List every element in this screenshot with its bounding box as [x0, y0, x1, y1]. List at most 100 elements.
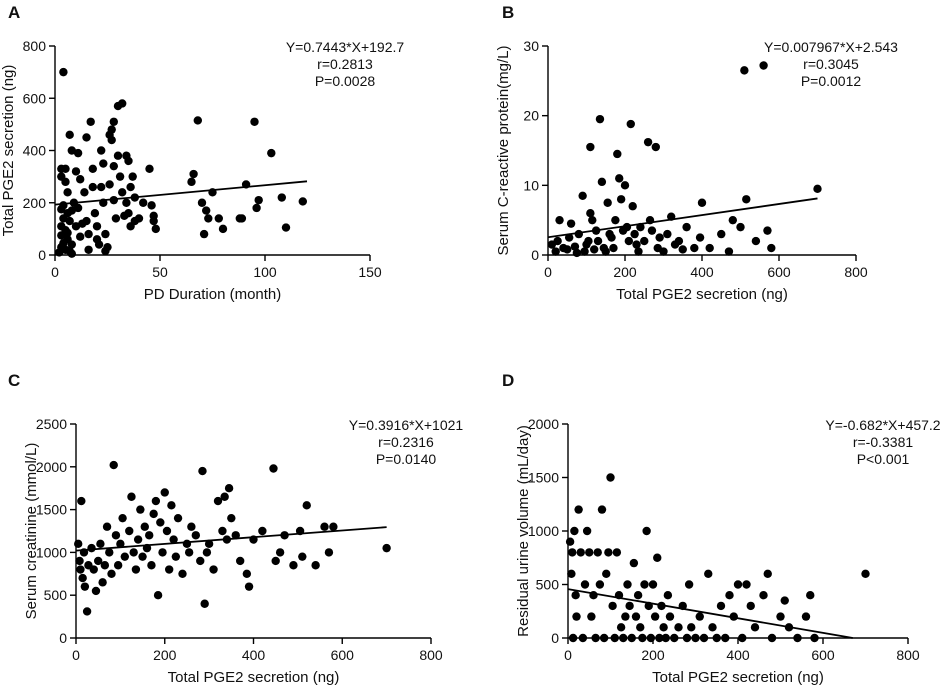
data-point [67, 240, 77, 249]
y-tick-label: 800 [23, 38, 47, 54]
data-point [661, 633, 670, 643]
data-point [793, 633, 802, 643]
data-point [80, 582, 90, 591]
data-point [647, 226, 657, 235]
data-point [801, 612, 811, 621]
data-point [776, 612, 785, 621]
data-point [151, 496, 161, 506]
data-point [705, 243, 714, 253]
data-point [302, 501, 311, 510]
p-value: P=0.0012 [801, 73, 862, 89]
data-point [59, 67, 68, 77]
y-tick-label: 0 [551, 630, 559, 646]
data-point [578, 191, 587, 200]
data-point [619, 633, 628, 643]
data-point [156, 518, 165, 527]
data-point [59, 214, 68, 223]
data-point [628, 202, 637, 211]
data-point [151, 224, 160, 234]
data-point [125, 526, 134, 536]
data-point [187, 522, 196, 531]
data-point [590, 245, 599, 254]
regression-line [54, 180, 308, 206]
x-tick-label: 0 [72, 647, 80, 663]
data-point [167, 501, 176, 510]
data-point [118, 99, 127, 108]
panel-a: A 0 200 400 600 800 0 50 100 150 PD Duration (mont… [0, 3, 404, 303]
data-point [601, 247, 610, 256]
data-point [813, 184, 822, 194]
data-point [609, 243, 618, 253]
data-point [699, 633, 709, 643]
data-point [109, 117, 119, 126]
data-point [623, 580, 632, 589]
data-point [281, 223, 291, 232]
data-point [606, 473, 615, 482]
data-point [277, 193, 286, 202]
data-point [61, 177, 70, 187]
data-point [767, 633, 777, 643]
data-point [63, 228, 72, 237]
data-point [202, 548, 212, 557]
data-point [763, 226, 772, 235]
data-point [586, 142, 595, 152]
data-point [67, 146, 77, 155]
data-point [74, 539, 83, 549]
data-point [162, 526, 172, 536]
data-point [258, 526, 267, 536]
data-point [140, 522, 149, 531]
data-point [298, 197, 307, 206]
data-point [101, 246, 110, 256]
panel-d: D 0 500 1000 1500 2000 0 200 400 600 800 Total PGE2… [502, 371, 941, 686]
x-tick-label: 200 [153, 647, 177, 663]
data-point [571, 591, 580, 600]
data-point [101, 229, 110, 239]
data-point [169, 535, 178, 544]
data-point [593, 548, 602, 557]
p-value: P=0.0028 [315, 73, 376, 89]
data-point [810, 633, 819, 643]
x-tick-label: 600 [811, 647, 835, 663]
data-point [574, 505, 583, 514]
data-point [624, 236, 634, 246]
x-tick-label: 0 [564, 647, 572, 663]
data-point [113, 561, 123, 570]
data-point [231, 531, 240, 540]
data-point [97, 182, 106, 192]
data-point [725, 591, 734, 600]
correlation-r: r=0.3045 [803, 56, 859, 72]
data-point [687, 623, 696, 632]
data-point [202, 206, 211, 215]
data-point [638, 633, 647, 643]
data-point [607, 233, 616, 242]
panel-letter: A [8, 3, 20, 22]
p-value: P=0.0140 [376, 451, 437, 467]
data-point [695, 233, 705, 242]
x-tick-label: 600 [331, 647, 355, 663]
data-point [697, 198, 707, 207]
data-point [111, 531, 121, 540]
data-point [728, 215, 737, 225]
y-axis-title: Total PGE2 secretion (ng) [0, 65, 17, 237]
data-point [712, 633, 721, 643]
data-point [648, 580, 658, 589]
regression-line [567, 588, 853, 639]
data-point [553, 236, 562, 246]
x-axis-title: Total PGE2 secretion (ng) [616, 286, 788, 303]
data-point [218, 224, 228, 234]
data-point [98, 578, 107, 587]
data-point [91, 586, 101, 596]
data-point [564, 233, 574, 242]
regression-equation: Y=0.7443*X+192.7 [286, 39, 405, 55]
data-point [751, 236, 761, 246]
data-point [695, 612, 704, 621]
data-point [631, 612, 641, 621]
data-point [604, 548, 613, 557]
data-point [235, 556, 245, 566]
panel-c: C 0 500 1000 1500 2000 2500 0 200 400 600 800 Total … [8, 371, 463, 686]
y-tick-label: 0 [531, 247, 539, 263]
data-point [191, 531, 201, 540]
x-tick-label: 400 [726, 647, 750, 663]
x-axis-title: Total PGE2 secretion (ng) [168, 669, 340, 686]
data-point [109, 460, 118, 470]
